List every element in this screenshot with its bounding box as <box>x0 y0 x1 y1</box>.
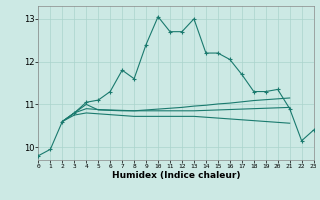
X-axis label: Humidex (Indice chaleur): Humidex (Indice chaleur) <box>112 171 240 180</box>
